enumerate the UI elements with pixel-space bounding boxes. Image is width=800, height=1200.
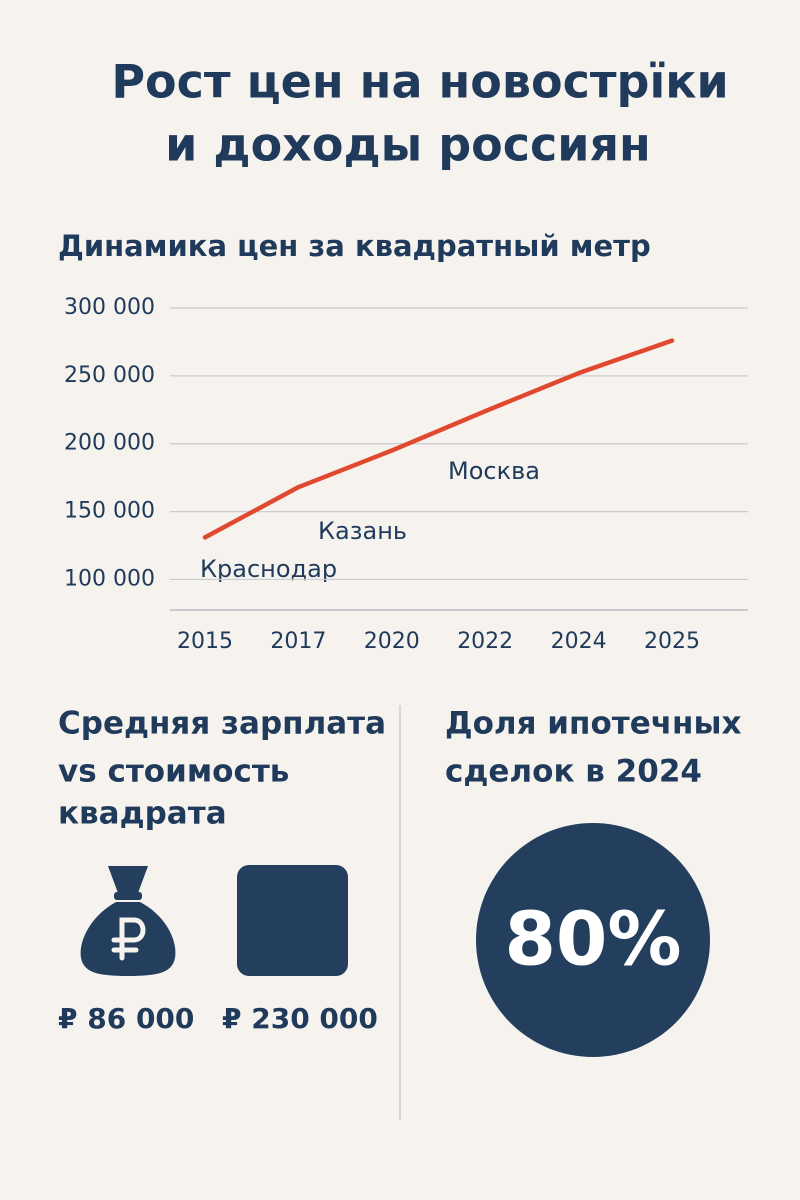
square-icon — [237, 865, 348, 976]
y-tick-label: 200 000 — [64, 431, 155, 456]
price-value: ₽ 230 000 — [222, 1002, 378, 1035]
y-tick-label: 300 000 — [64, 295, 155, 320]
y-tick-label: 100 000 — [64, 566, 155, 591]
y-tick-label: 250 000 — [64, 363, 155, 388]
section-heading: Доля ипотечных — [445, 706, 741, 742]
price-line — [202, 338, 675, 540]
share-circle — [476, 823, 710, 1057]
share-value: 80% — [504, 897, 681, 983]
x-tick-label: 2025 — [644, 629, 700, 654]
salary-value: ₽ 86 000 — [58, 1002, 194, 1035]
annotation: Москва — [448, 457, 540, 485]
x-tick-label: 2024 — [551, 629, 607, 654]
section-heading: квадрата — [58, 796, 227, 832]
money-bag-icon — [80, 866, 176, 976]
x-tick-label: 2022 — [457, 629, 513, 654]
section-heading: сделок в 2024 — [445, 754, 702, 790]
chart-title: Динамика цен за квадратный метр — [58, 229, 651, 263]
section-heading: vs стоимость — [58, 754, 289, 790]
annotation: Казань — [318, 517, 407, 545]
annotation: Краснодар — [200, 555, 337, 583]
title-line: Рост цен на новострïки — [111, 55, 728, 109]
y-tick-label: 150 000 — [64, 499, 155, 524]
x-tick-label: 2020 — [364, 629, 420, 654]
x-tick-label: 2015 — [177, 629, 233, 654]
x-tick-label: 2017 — [270, 629, 326, 654]
section-heading: Средняя зарплата — [58, 706, 386, 742]
title-line: и доходы россиян — [165, 118, 651, 172]
